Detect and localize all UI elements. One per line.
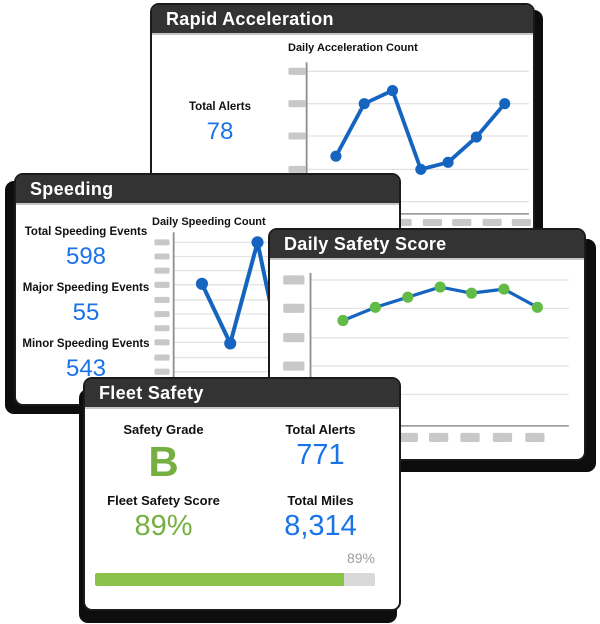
y-tick-placeholder (154, 296, 170, 303)
card-title: Fleet Safety (99, 382, 204, 403)
y-tick-placeholder (283, 361, 305, 371)
x-tick-placeholder (511, 218, 531, 226)
fleet-safety-score-stat: Fleet Safety Score 89% (85, 493, 242, 541)
y-tick-placeholder (154, 311, 170, 318)
data-point (224, 337, 237, 350)
x-tick-placeholder (482, 218, 502, 226)
stat-label: Fleet Safety Score (107, 493, 220, 509)
progress-bar-fill (95, 573, 345, 586)
stat-label: Total Miles (287, 493, 354, 509)
y-tick-placeholder (154, 368, 170, 375)
stat-label: Total Alerts (189, 101, 251, 113)
stat-value: 55 (72, 299, 100, 326)
y-tick-placeholder (154, 253, 170, 260)
total-miles-stat: Total Miles 8,314 (242, 493, 399, 541)
stat-value: B (148, 438, 179, 485)
data-point (499, 98, 511, 110)
y-tick-placeholder (288, 67, 306, 75)
data-point (465, 287, 478, 299)
progress-percent-label: 89% (346, 550, 375, 566)
card-title: Rapid Acceleration (166, 8, 334, 29)
daily-safety-score-header: Daily Safety Score (270, 230, 584, 260)
data-point (470, 131, 482, 143)
data-point (402, 291, 414, 303)
data-point (337, 314, 349, 327)
stat-label: Safety Grade (123, 422, 204, 437)
x-tick-placeholder (525, 432, 545, 443)
y-tick-placeholder (154, 339, 170, 346)
x-tick-placeholder (492, 432, 513, 443)
data-point (330, 150, 342, 162)
x-tick-placeholder (452, 218, 472, 226)
y-tick-placeholder (288, 132, 306, 140)
y-tick-placeholder (288, 165, 306, 173)
stat-value: 78 (206, 118, 234, 145)
fleet-safety-header: Fleet Safety (85, 379, 399, 409)
card-title: Daily Safety Score (284, 233, 447, 254)
data-point (415, 163, 427, 175)
y-tick-placeholder (288, 100, 306, 108)
x-tick-placeholder (422, 218, 443, 226)
chart-title: Daily Speeding Count (152, 216, 266, 228)
y-tick-placeholder (283, 303, 305, 313)
data-point (442, 156, 454, 168)
total-alerts-stat: Total Alerts 78 (152, 101, 288, 146)
y-tick-placeholder (283, 275, 305, 285)
stat-value: 771 (296, 439, 345, 471)
y-tick-placeholder (154, 354, 170, 361)
data-point (369, 301, 381, 313)
total-alerts-stat: Total Alerts 771 (242, 422, 399, 484)
stat-value: 8,314 (284, 510, 357, 543)
data-point (386, 84, 399, 97)
fleet-safety-progress-bar (95, 573, 375, 586)
y-tick-placeholder (154, 239, 170, 246)
y-tick-placeholder (154, 281, 170, 288)
x-tick-placeholder (429, 432, 449, 443)
stat-label: Minor Speeding Events (22, 338, 150, 350)
fleet-safety-stats: Safety Grade B Total Alerts 771 Fleet Sa… (85, 409, 399, 542)
total-speeding-events-stat: Total Speeding Events 598 (16, 226, 156, 271)
chart-title: Daily Acceleration Count (288, 42, 418, 54)
major-speeding-events-stat: Major Speeding Events 55 (16, 282, 156, 327)
y-tick-placeholder (283, 333, 305, 343)
stat-label: Total Alerts (285, 422, 356, 437)
stat-label: Total Speeding Events (24, 226, 148, 238)
stat-value: 89% (134, 510, 193, 543)
x-tick-placeholder (398, 432, 418, 443)
safety-grade-stat: Safety Grade B (85, 422, 242, 484)
data-point (498, 283, 510, 295)
rapid-acceleration-header: Rapid Acceleration (152, 5, 533, 35)
data-point (434, 281, 446, 293)
minor-speeding-events-stat: Minor Speeding Events 543 (16, 338, 156, 383)
y-tick-placeholder (154, 325, 170, 332)
speeding-stats: Total Speeding Events 598 Major Speeding… (16, 226, 156, 383)
stat-label: Major Speeding Events (22, 282, 150, 294)
x-tick-placeholder (460, 432, 480, 443)
y-tick-placeholder (154, 267, 170, 274)
data-point (251, 236, 264, 249)
fleet-safety-body: Safety Grade B Total Alerts 771 Fleet Sa… (85, 409, 399, 609)
fleet-safety-card: Fleet Safety Safety Grade B Total Alerts… (83, 377, 401, 611)
card-title: Speeding (30, 178, 114, 199)
data-point (358, 98, 370, 110)
stat-value: 598 (65, 243, 107, 270)
speeding-header: Speeding (16, 175, 399, 205)
data-point (531, 301, 543, 313)
data-point (195, 277, 209, 290)
